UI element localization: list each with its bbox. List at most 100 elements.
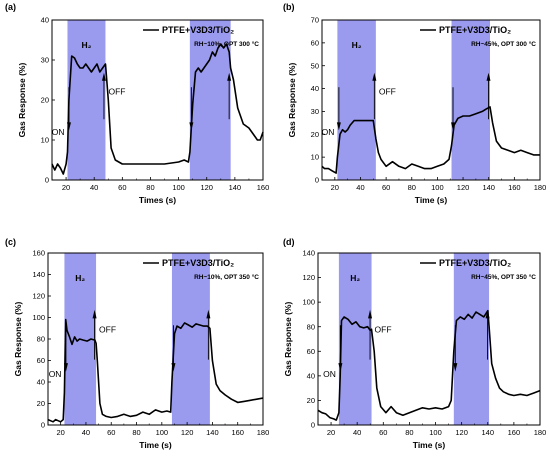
x-tick-label: 160	[257, 183, 270, 192]
x-tick-label: 120	[455, 428, 468, 437]
gas-label: H₂	[82, 40, 92, 50]
x-tick-label: 120	[181, 428, 194, 437]
y-tick-label: 0	[45, 176, 49, 185]
on-label: ON	[322, 127, 335, 137]
off-arrow-head	[227, 72, 232, 81]
x-tick-label: 40	[353, 428, 361, 437]
y-tick-label: 60	[307, 347, 315, 356]
chart-panel-4: (d) H₂ 20 40 60 80 100 120 140 160 180 0 20 40 60 80 100…	[283, 237, 546, 450]
on-label: ON	[52, 127, 65, 137]
y-tick-label: 80	[37, 335, 45, 344]
x-tick-label: 60	[382, 183, 390, 192]
x-tick-label: 100	[429, 428, 442, 437]
x-axis-label: Time (s)	[139, 440, 172, 450]
y-tick-label: 50	[311, 61, 319, 70]
plot-frame	[317, 252, 541, 426]
y-tick-label: 40	[307, 371, 315, 380]
h2-exposure-band	[67, 20, 106, 180]
y-axis-label: Gas Response (%)	[283, 302, 293, 377]
y-tick-label: 40	[41, 16, 49, 25]
y-tick-label: 80	[307, 322, 315, 331]
x-tick-label: 60	[107, 428, 115, 437]
x-tick-label: 20	[62, 183, 70, 192]
off-arrow-head	[206, 309, 211, 319]
condition-label: RH~45%, OPT 300 °C	[471, 40, 536, 48]
h2-exposure-band	[171, 253, 210, 425]
x-tick-label: 40	[82, 428, 90, 437]
on-arrow-head	[63, 363, 68, 372]
series-line	[47, 318, 264, 423]
x-tick-label: 100	[431, 183, 444, 192]
x-tick-label: 20	[331, 183, 339, 192]
on-arrow-head	[336, 122, 341, 131]
on-arrow-head	[451, 122, 456, 131]
x-tick-label: 100	[172, 183, 185, 192]
x-tick-label: 80	[405, 428, 413, 437]
panel-label: (b)	[283, 2, 295, 12]
off-arrow-head	[486, 72, 491, 81]
off-arrow-head	[101, 72, 106, 81]
h2-exposure-band	[451, 20, 490, 180]
on-arrow-head	[338, 363, 343, 372]
y-tick-label: 0	[315, 176, 319, 185]
off-label: OFF	[99, 325, 116, 335]
y-tick-label: 140	[32, 270, 45, 279]
plot-frame	[321, 19, 541, 181]
series-line	[317, 309, 541, 421]
on-arrow-head	[189, 122, 194, 131]
x-tick-label: 180	[257, 428, 270, 437]
h2-exposure-band	[338, 253, 372, 425]
gas-label: H₂	[350, 273, 360, 283]
on-arrow-head	[171, 363, 176, 372]
chart-panel-3: (c) H₂ 20 40 60 80 100 120 140 160 180 0 20 40 60 80 100…	[5, 237, 269, 450]
x-tick-label: 160	[231, 428, 244, 437]
x-tick-label: 140	[229, 183, 242, 192]
panel-label: (d)	[283, 237, 295, 247]
x-tick-label: 140	[482, 428, 495, 437]
legend-label: PTFE+V3D3/TiO₂	[439, 258, 511, 268]
x-tick-label: 60	[118, 183, 126, 192]
legend-label: PTFE+V3D3/TiO₂	[162, 258, 234, 268]
chart-panel-1: (a) H₂ 20 40 60 80 100 120 140 160 0 10 20 30 40 Times …	[5, 2, 269, 205]
y-tick-label: 20	[311, 130, 319, 139]
y-tick-label: 10	[41, 136, 49, 145]
y-axis-label: Gas Response (%)	[17, 63, 27, 138]
x-tick-label: 80	[146, 183, 154, 192]
x-tick-label: 180	[534, 428, 547, 437]
x-tick-label: 160	[508, 183, 521, 192]
condition-label: RH~10%, OPT 300 °C	[194, 40, 259, 48]
chart-panel-2: (b) H₂ 20 40 60 80 100 120 140 160 180 0 10 20 30 40 50 6…	[283, 2, 546, 205]
on-label: ON	[49, 369, 62, 379]
y-tick-label: 160	[32, 249, 45, 258]
y-axis-label: Gas Response (%)	[13, 302, 23, 377]
x-tick-label: 140	[206, 428, 219, 437]
y-tick-label: 40	[37, 378, 45, 387]
legend-label: PTFE+V3D3/TiO₂	[439, 25, 511, 35]
y-tick-label: 20	[307, 396, 315, 405]
off-label: OFF	[108, 86, 125, 96]
y-tick-label: 0	[311, 421, 315, 430]
y-tick-label: 0	[41, 421, 45, 430]
x-axis-label: Time (s)	[413, 440, 446, 450]
x-tick-label: 40	[90, 183, 98, 192]
off-arrow-head	[368, 309, 373, 319]
x-tick-label: 20	[56, 428, 64, 437]
off-label: OFF	[375, 325, 392, 335]
y-tick-label: 60	[37, 356, 45, 365]
panel-label: (c)	[5, 237, 16, 247]
y-axis-label: Gas Response (%)	[287, 63, 297, 138]
x-tick-label: 140	[482, 183, 495, 192]
condition-label: RH~45%, OPT 350 °C	[471, 273, 536, 281]
x-tick-label: 120	[457, 183, 470, 192]
x-axis-label: Times (s)	[139, 195, 176, 205]
x-tick-label: 180	[534, 183, 547, 192]
condition-label: RH~10%, OPT 350 °C	[194, 273, 259, 281]
y-tick-label: 100	[302, 298, 315, 307]
x-tick-label: 160	[508, 428, 521, 437]
y-tick-label: 10	[311, 153, 319, 162]
off-arrow-head	[92, 309, 97, 319]
x-tick-label: 100	[156, 428, 169, 437]
off-arrow-head	[485, 309, 490, 319]
y-tick-label: 140	[302, 249, 315, 258]
x-tick-label: 80	[408, 183, 416, 192]
